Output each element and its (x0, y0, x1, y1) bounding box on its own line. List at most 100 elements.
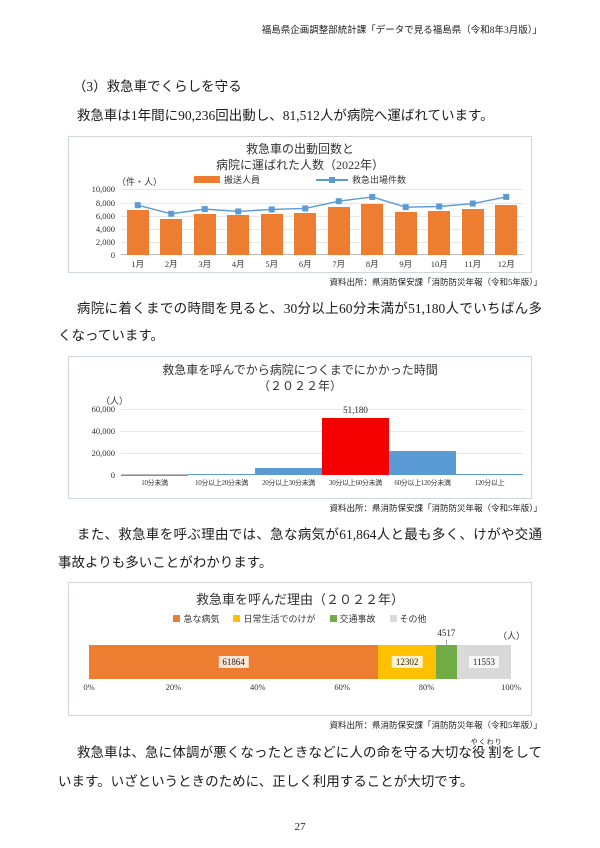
x-tick-label: 80% (418, 681, 435, 692)
segment-交通事故 (435, 644, 457, 679)
bar-3月 (193, 213, 216, 256)
line-path (137, 196, 507, 215)
grid-line (121, 408, 523, 410)
line-marker (302, 205, 309, 212)
chart-time-to-hospital: 救急車を呼んでから病院につくまでにかかった時間 （２０２２年） （人） 0 20,… (68, 356, 532, 500)
y-tick-label: 40,000 (91, 425, 115, 436)
x-tick-label: 4月 (231, 259, 245, 270)
y-tick-label: 6,000 (95, 210, 115, 221)
segment-その他: 11553 (456, 644, 511, 679)
chart2-title-line1: 救急車を呼んでから病院につくまでにかかった時間 (162, 363, 438, 378)
y-tick-label: 4,000 (95, 223, 115, 234)
x-tick-label: 1月 (131, 259, 145, 270)
chart2-x-axis: 10分未満 10分以上20分未満 20分以上30分未満 30分以上60分未満 60分以上… (121, 475, 523, 488)
legend-item-日常生活でのけが: 日常生活でのけが (233, 612, 316, 625)
chart2-plot: 51,180 (121, 405, 523, 475)
y-tick-label: 8,000 (95, 197, 115, 208)
x-tick-label: 12月 (497, 259, 515, 270)
line-marker (201, 206, 208, 213)
bar-1月 (126, 210, 149, 256)
bar-5月 (260, 213, 283, 256)
x-tick-label: 10分未満 (141, 478, 168, 487)
label-leader-line (446, 639, 448, 645)
bar-20分以上30分未満 (255, 468, 322, 475)
line-marker (268, 206, 275, 213)
bar-120分以上 (456, 473, 523, 475)
bar-4月 (227, 215, 250, 256)
x-tick-label: 20% (165, 681, 182, 692)
chart3-unit-label: （人） (497, 630, 525, 641)
y-tick-label: 20,000 (91, 447, 115, 458)
paragraph-reason-summary: また、救急車を呼ぶ理由では、急な病気が61,864人と最も多く、けがや交通事故よ… (58, 527, 542, 570)
chart2-plot-area: （人） 0 20,000 40,000 60,000 51,180 (69, 396, 531, 480)
data-label-peak: 51,180 (343, 405, 368, 416)
x-tick-label: 20分以上30分未満 (262, 478, 315, 487)
legend-label-transported: 搬送人員 (223, 175, 260, 186)
line-swatch-marker (329, 176, 335, 183)
line-marker (402, 204, 409, 211)
segment-value-label: 61864 (218, 655, 249, 668)
line-marker (369, 194, 376, 201)
legend-label: 急な病気 (183, 614, 220, 625)
legend-swatch-icon (389, 615, 397, 623)
source-note-2: 資料出所：県消防保安課「消防防災年報（令和5年版）」 (329, 503, 542, 514)
paragraph-closing: 救急車は、急に体調が悪くなったときなどに人の命を守る大切な役割やくわりをしていま… (58, 738, 542, 796)
ruby-base: 役割 (470, 745, 503, 761)
chart3-title: 救急車を呼んだ理由（２０２２年） (195, 592, 404, 608)
closing-text-post: をしています。いざというときのために、正しく利用することが大切です。 (58, 745, 542, 790)
grid-line (121, 202, 523, 204)
line-marker (503, 194, 510, 201)
chart1-title: 救急車の出動回数と 病院に運ばれた人数（2022年） (69, 142, 531, 174)
chart1-unit-label: （件・人） (117, 177, 163, 188)
x-tick-label: 8月 (365, 259, 379, 270)
y-tick-label: 60,000 (91, 403, 115, 414)
source-note-3: 資料出所：県消防保安課「消防防災年報（令和5年版）」 (329, 720, 542, 731)
y-tick-label: 2,000 (95, 237, 115, 248)
chart2-y-axis: 0 20,000 40,000 60,000 (77, 404, 121, 480)
line-marker (134, 202, 141, 209)
legend-swatch-icon (233, 615, 241, 623)
chart1-title-line1: 救急車の出動回数と (245, 141, 354, 156)
y-tick-label: 0 (110, 250, 115, 261)
bar-11月 (461, 209, 484, 256)
axis-baseline (121, 254, 523, 256)
line-marker (335, 198, 342, 205)
x-tick-label: 100% (501, 681, 521, 692)
chart3-legend: 急な病気 日常生活でのけが 交通事故 その他 (69, 612, 531, 626)
line-swatch-icon (316, 176, 348, 184)
bar-8月 (361, 203, 384, 256)
ruby-reading: やくわり (470, 738, 503, 747)
segment-value-label-above: 4517 (437, 627, 456, 638)
bar-30分以上60分未満 (322, 418, 389, 475)
bar-2月 (160, 219, 183, 256)
chart-call-reasons: 救急車を呼んだ理由（２０２２年） 急な病気 日常生活でのけが 交通事故 その他 （人）… (68, 582, 532, 717)
grid-line (121, 215, 523, 217)
legend-item-dispatches: 救急出場件数 (316, 173, 406, 186)
legend-item-急な病気: 急な病気 (173, 612, 219, 625)
x-tick-label: 0% (83, 681, 95, 692)
x-tick-label: 30分以上60分未満 (329, 478, 382, 487)
x-tick-label: 3月 (198, 259, 212, 270)
chart1-y-axis: 0 2,000 4,000 6,000 8,000 10,000 (77, 184, 121, 260)
legend-swatch-icon (329, 615, 337, 623)
bar-12月 (495, 204, 518, 256)
line-marker (469, 200, 476, 207)
y-tick-label: 0 (110, 469, 115, 480)
ruby-yakuwari: 役割やくわり (470, 738, 503, 761)
chart3-stacked-bar: 61864 12302 11553 (89, 644, 511, 679)
legend-item-交通事故: 交通事故 (329, 612, 376, 625)
x-tick-label: 60% (334, 681, 350, 692)
x-tick-label: 9月 (399, 259, 413, 270)
paragraph-dispatch-summary: 救急車は1年間に90,236回出動し、81,512人が病院へ運ばれています。 (76, 108, 494, 123)
chart1-title-line2: 病院に運ばれた人数（2022年） (215, 157, 384, 172)
chart1-x-axis: 1月 2月 3月 4月 5月 6月 7月 8月 9月 10月 11月 12月 (121, 255, 523, 270)
chart2-title-line2: （２０２２年） (257, 378, 342, 393)
grid-line (121, 189, 523, 191)
paragraph-time-summary: 病院に着くまでの時間を見ると、30分以上60分未満が51,180人でいちばん多く… (58, 300, 542, 344)
segment-value-label: 11553 (468, 655, 500, 668)
closing-text-pre: 救急車は、急に体調が悪くなったときなどに人の命を守る大切な (76, 745, 473, 761)
line-marker (235, 208, 242, 215)
x-tick-label: 40% (250, 681, 266, 692)
chart1-plot-area: （件・人） 0 2,000 4,000 6,000 8,000 10,000 (69, 177, 531, 260)
legend-item-その他: その他 (389, 612, 427, 625)
